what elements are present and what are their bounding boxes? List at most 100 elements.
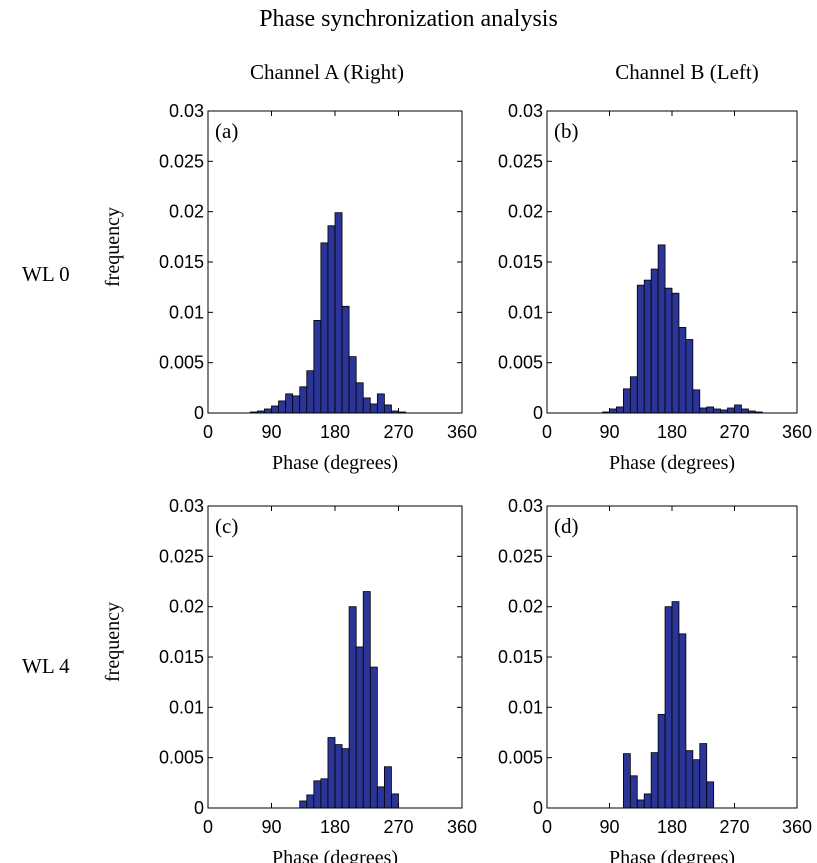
histogram-bar (313, 780, 322, 809)
histogram-bar (734, 404, 742, 414)
x-tick-label: 270 (719, 817, 749, 837)
y-tick-label: 0.03 (169, 496, 204, 516)
histogram-bar (376, 393, 385, 414)
histogram-bar (299, 386, 308, 414)
y-axis-label: frequency (102, 207, 124, 287)
y-tick-label: 0.015 (159, 252, 204, 272)
histogram-panel-3: 0 90 180 270 360 0 0.005 0.01 0.015 0.02 0.025 0.03… (102, 496, 477, 863)
y-tick-label: 0.005 (159, 748, 204, 768)
histogram-bar (692, 759, 701, 809)
panel-label: (a) (215, 119, 238, 143)
histogram-bar (664, 606, 673, 809)
x-axis-label: Phase (degrees) (272, 452, 398, 474)
y-tick-label: 0.02 (508, 597, 543, 617)
histogram-bar (320, 778, 329, 809)
y-tick-label: 0.03 (508, 101, 543, 121)
histogram-panel-4: 0 90 180 270 360 0 0.005 0.01 0.015 0.02 0.025 0.03… (498, 496, 812, 863)
x-tick-label: 90 (599, 817, 619, 837)
histogram-bar (699, 407, 708, 414)
histogram-bar (355, 382, 364, 414)
histogram-bar (671, 292, 680, 414)
histogram-bar (348, 356, 357, 414)
y-tick-label: 0.01 (508, 697, 543, 717)
y-tick-label: 0.02 (508, 202, 543, 222)
y-tick-label: 0.025 (498, 151, 543, 171)
histogram-bar (341, 305, 350, 414)
y-axis-label: frequency (102, 602, 124, 682)
y-tick-label: 0 (533, 798, 543, 818)
histogram-bar (306, 370, 315, 414)
histogram-bar (348, 606, 357, 809)
x-tick-label: 90 (261, 817, 281, 837)
histogram-bar (622, 388, 631, 414)
histogram-bar (664, 287, 673, 414)
row-label-wl0: WL 0 (22, 262, 70, 286)
column-label-channel-a: Channel A (Right) (250, 60, 404, 84)
histogram-bar (334, 744, 343, 809)
y-tick-label: 0.005 (498, 748, 543, 768)
histogram-bar (699, 743, 708, 809)
x-tick-label: 180 (320, 817, 350, 837)
x-tick-label: 0 (203, 817, 213, 837)
column-label-channel-b: Channel B (Left) (615, 60, 759, 84)
x-tick-label: 270 (383, 422, 413, 442)
x-tick-label: 180 (657, 817, 687, 837)
histogram-bar (334, 212, 343, 414)
histogram-panel-2: 0 90 180 270 360 0 0.005 0.01 0.015 0.02 0.025 0.03… (498, 101, 812, 474)
histogram-bar (629, 775, 638, 809)
x-tick-label: 90 (261, 422, 281, 442)
histogram-bar (643, 279, 652, 414)
y-tick-label: 0.015 (498, 647, 543, 667)
x-tick-label: 360 (782, 422, 812, 442)
histogram-bar (706, 406, 715, 414)
y-tick-label: 0.025 (159, 546, 204, 566)
histogram-bar (629, 376, 638, 414)
histogram-bar (671, 601, 680, 809)
y-tick-label: 0.01 (169, 302, 204, 322)
y-tick-label: 0.015 (498, 252, 543, 272)
x-tick-label: 90 (599, 422, 619, 442)
histogram-bar (609, 408, 617, 414)
histogram-bar (685, 750, 694, 809)
row-label-wl4: WL 4 (22, 654, 70, 678)
histogram-bar (355, 646, 364, 809)
histogram-bar (299, 800, 308, 809)
histogram-bar (264, 408, 272, 414)
histogram-bar (341, 748, 350, 809)
x-tick-label: 360 (782, 817, 812, 837)
x-tick-label: 0 (203, 422, 213, 442)
y-tick-label: 0.005 (159, 353, 204, 373)
panel-label: (d) (554, 514, 579, 538)
x-tick-label: 180 (320, 422, 350, 442)
y-tick-label: 0.015 (159, 647, 204, 667)
histogram-bar (616, 406, 624, 414)
histogram-bar (650, 752, 659, 809)
y-tick-label: 0.02 (169, 597, 204, 617)
x-tick-label: 0 (542, 422, 552, 442)
y-tick-label: 0 (533, 403, 543, 423)
histogram-bar (643, 793, 652, 809)
histogram-bar (369, 666, 378, 809)
histogram-bar (678, 633, 687, 809)
x-tick-label: 270 (719, 422, 749, 442)
y-tick-label: 0.025 (159, 151, 204, 171)
y-tick-label: 0 (194, 403, 204, 423)
histogram-panel-1: 0 90 180 270 360 0 0.005 0.01 0.015 0.02 0.025 0.03… (102, 101, 477, 474)
histogram-bar (713, 408, 722, 414)
x-axis-label: Phase (degrees) (609, 847, 735, 863)
histogram-bar (278, 400, 287, 414)
y-tick-label: 0.03 (508, 496, 543, 516)
histogram-bar (362, 591, 371, 809)
histogram-bar (657, 713, 666, 809)
histogram-bar (727, 407, 735, 414)
histogram-bar (376, 786, 385, 809)
histogram-bar (391, 793, 399, 809)
x-axis-label: Phase (degrees) (609, 452, 735, 474)
panel-label: (c) (215, 514, 238, 538)
histogram-bar (313, 319, 322, 414)
histogram-bar (706, 781, 715, 809)
y-tick-label: 0.01 (508, 302, 543, 322)
histogram-bar (636, 799, 645, 809)
x-tick-label: 360 (447, 817, 477, 837)
